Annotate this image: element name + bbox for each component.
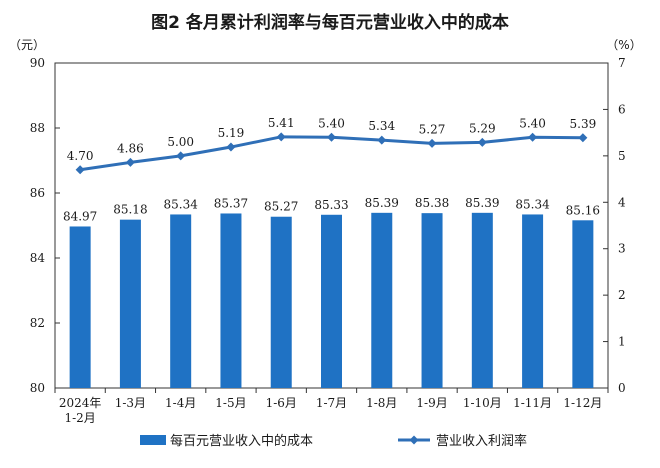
- bar-data-label: 85.27: [264, 200, 298, 214]
- line-data-label: 5.39: [570, 117, 597, 131]
- x-tick-label: 1-10月: [463, 396, 502, 410]
- right-tick-label: 7: [618, 56, 626, 70]
- left-tick-label: 80: [30, 381, 45, 395]
- chart-title: 图2 各月累计利润率与每百元营业收入中的成本: [151, 13, 509, 33]
- bar: [321, 214, 342, 388]
- line-point: [477, 137, 487, 147]
- bar: [170, 214, 192, 388]
- left-axis-unit: （元）: [9, 38, 45, 52]
- bar: [270, 216, 292, 388]
- legend-bar-label: 每百元营业收入中的成本: [170, 433, 313, 449]
- right-axis-unit: （%）: [606, 38, 641, 52]
- bar-data-label: 85.33: [314, 198, 348, 212]
- x-tick-label: 2024年: [59, 396, 102, 410]
- bar-data-label: 85.39: [365, 196, 399, 210]
- right-tick-label: 6: [618, 102, 626, 116]
- legend-line-label: 营业收入利润率: [436, 433, 527, 449]
- bar-data-label: 85.18: [113, 203, 147, 217]
- x-tick-label: 1-8月: [366, 396, 397, 410]
- line-data-label: 5.40: [519, 116, 546, 130]
- line-point: [528, 132, 538, 142]
- right-tick-label: 4: [618, 195, 626, 209]
- bar-data-label: 85.39: [465, 196, 499, 210]
- bar: [371, 212, 393, 388]
- x-tick-label: 1-6月: [266, 396, 297, 410]
- line-data-label: 5.40: [318, 116, 345, 130]
- line-point: [226, 142, 236, 152]
- bar: [69, 226, 91, 388]
- line-point: [427, 138, 437, 148]
- right-tick-label: 0: [618, 381, 626, 395]
- bar-data-label: 85.34: [515, 197, 550, 211]
- left-tick-label: 84: [30, 251, 46, 265]
- legend-bar-swatch: [140, 435, 166, 445]
- right-tick-label: 3: [618, 242, 626, 256]
- x-tick-label: 1-11月: [513, 396, 552, 410]
- right-tick-label: 1: [618, 335, 626, 349]
- bar: [572, 220, 594, 388]
- line-data-label: 5.34: [368, 119, 395, 133]
- line-point: [125, 157, 135, 167]
- line-data-label: 5.27: [419, 122, 446, 136]
- x-tick-label: 1-12月: [563, 396, 602, 410]
- bar: [421, 213, 443, 388]
- bar-data-label: 85.38: [415, 196, 449, 210]
- bar-data-label: 85.37: [214, 196, 248, 210]
- line-data-label: 5.19: [218, 126, 245, 140]
- bar: [522, 214, 544, 388]
- right-tick-label: 5: [618, 149, 626, 163]
- bar: [471, 212, 493, 388]
- line-data-label: 4.86: [117, 141, 144, 155]
- left-tick-label: 90: [30, 56, 45, 70]
- line-data-label: 5.00: [167, 135, 194, 149]
- x-tick-label: 1-5月: [215, 396, 246, 410]
- legend-line-marker: [409, 435, 419, 445]
- line-point: [75, 165, 85, 175]
- line-data-label: 5.41: [268, 116, 295, 130]
- line-point: [276, 132, 286, 142]
- line-data-label: 5.29: [469, 121, 496, 135]
- x-tick-label: 1-2月: [64, 411, 95, 425]
- bar-data-label: 85.34: [164, 197, 199, 211]
- left-tick-label: 82: [30, 316, 45, 330]
- left-tick-label: 86: [30, 186, 45, 200]
- line-point: [327, 132, 336, 142]
- line-point: [578, 133, 588, 143]
- x-tick-label: 1-3月: [115, 396, 146, 410]
- bar-data-label: 85.16: [566, 203, 600, 217]
- bar: [220, 213, 242, 388]
- x-tick-label: 1-4月: [165, 396, 196, 410]
- right-tick-label: 2: [618, 288, 626, 302]
- left-tick-label: 88: [30, 121, 45, 135]
- line-data-label: 4.70: [67, 149, 94, 163]
- bar-data-label: 84.97: [63, 209, 97, 223]
- x-tick-label: 1-9月: [416, 396, 447, 410]
- bar: [119, 219, 141, 388]
- x-tick-label: 1-7月: [316, 396, 347, 410]
- line-point: [377, 135, 387, 145]
- line-point: [176, 151, 186, 161]
